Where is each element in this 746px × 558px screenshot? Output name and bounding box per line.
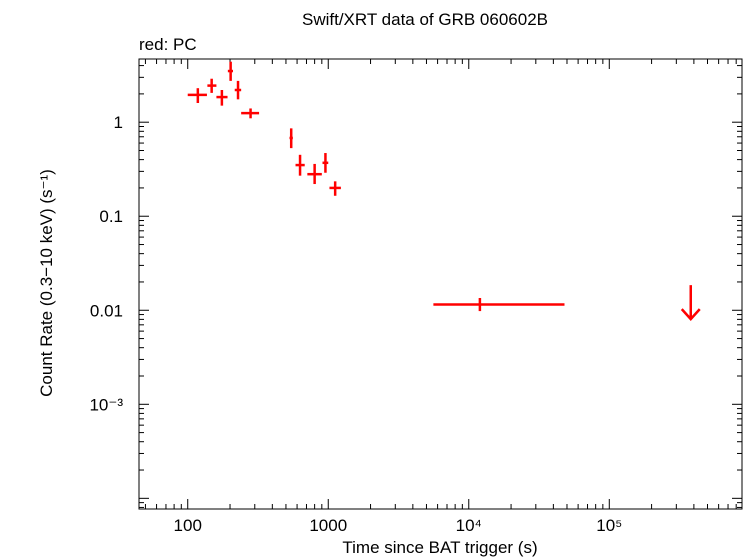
x-axis-label: Time since BAT trigger (s) (342, 538, 537, 557)
plot-frame (138, 58, 743, 510)
y-tick-label: 0.1 (99, 207, 123, 226)
y-tick-label: 1 (114, 113, 123, 132)
chart-title: Swift/XRT data of GRB 060602B (302, 10, 548, 29)
data-point (433, 298, 565, 312)
data-point (307, 163, 322, 185)
y-axis-label: Count Rate (0.3−10 keV) (s⁻¹) (37, 169, 56, 397)
upper-limit-arrow (680, 285, 701, 322)
data-point (322, 153, 329, 173)
data-point (207, 78, 217, 93)
data-point (227, 61, 234, 81)
x-tick-label: 1000 (309, 516, 347, 535)
y-tick-label: 0.01 (90, 301, 123, 320)
x-tick-label: 10⁵ (596, 516, 622, 535)
y-tick-label: 10⁻³ (89, 395, 123, 414)
axes-layer: 100 1000 10⁴ 10⁵ 1 0.1 0.01 10⁻³ (89, 59, 742, 535)
upper-limit-head (680, 308, 701, 322)
x-tick-label: 10⁴ (456, 516, 482, 535)
data-point (241, 108, 260, 119)
data-point (289, 128, 293, 149)
x-tick-label: 100 (174, 516, 202, 535)
data-layer (187, 61, 701, 322)
data-point (216, 90, 228, 106)
chart-subtitle: red: PC (139, 35, 197, 54)
data-point (329, 181, 341, 196)
data-point (295, 154, 305, 176)
data-point (234, 80, 242, 100)
data-point (187, 88, 207, 104)
